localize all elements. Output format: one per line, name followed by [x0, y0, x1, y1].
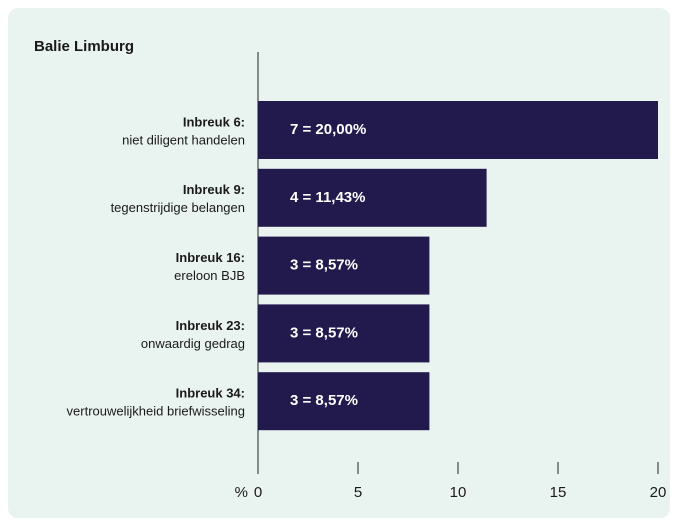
x-axis-label: %: [235, 484, 248, 501]
x-tick-label: 0: [254, 484, 262, 501]
value-label: 4 = 11,43%: [290, 189, 365, 206]
x-tick-label: 10: [450, 484, 467, 501]
value-label: 3 = 8,57%: [290, 324, 358, 341]
x-tick-label: 5: [354, 484, 362, 501]
category-description: vertrouwelijkheid briefwisseling: [67, 404, 245, 419]
bar: [258, 168, 487, 227]
category-description: niet diligent handelen: [122, 132, 245, 147]
value-label: 7 = 20,00%: [290, 121, 366, 138]
category-label: Inbreuk 34:: [176, 386, 245, 401]
category-description: ereloon BJB: [174, 268, 245, 283]
value-label: 3 = 8,57%: [290, 257, 358, 274]
x-tick-label: 20: [650, 484, 667, 501]
value-label: 3 = 8,57%: [290, 392, 358, 409]
bar: [258, 101, 658, 159]
category-label: Inbreuk 6:: [183, 114, 245, 129]
category-description: tegenstrijdige belangen: [111, 200, 245, 215]
category-label: Inbreuk 9:: [183, 182, 245, 197]
category-label: Inbreuk 16:: [176, 250, 245, 265]
category-description: onwaardig gedrag: [141, 336, 245, 351]
bar: [258, 236, 430, 295]
chart-title: Balie Limburg: [34, 38, 134, 55]
bar: [258, 372, 430, 431]
x-tick-label: 15: [550, 484, 567, 501]
bar: [258, 304, 430, 363]
category-label: Inbreuk 23:: [176, 318, 245, 333]
